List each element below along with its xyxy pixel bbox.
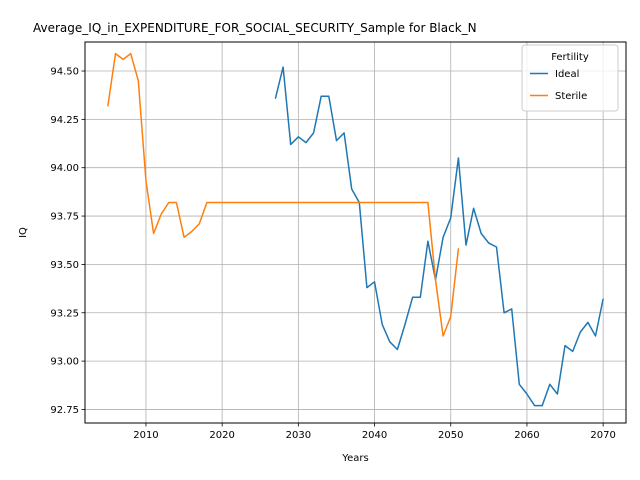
y-tick-label: 94.00 bbox=[50, 163, 79, 174]
x-axis-label: Years bbox=[341, 453, 368, 464]
x-tick-label: 2040 bbox=[362, 430, 387, 441]
y-axis-label: IQ bbox=[18, 227, 29, 238]
y-tick-label: 94.50 bbox=[50, 67, 79, 78]
x-tick-label: 2060 bbox=[514, 430, 539, 441]
x-tick-label: 2010 bbox=[133, 430, 158, 441]
x-tick-label: 2070 bbox=[590, 430, 615, 441]
y-tick-label: 93.25 bbox=[50, 308, 79, 319]
series-line-sterile bbox=[107, 52, 460, 337]
y-tick-label: 93.00 bbox=[50, 357, 79, 368]
y-tick-label: 92.75 bbox=[50, 405, 79, 416]
chart-title: Average_IQ_in_EXPENDITURE_FOR_SOCIAL_SEC… bbox=[33, 21, 477, 35]
y-tick-label: 93.75 bbox=[50, 212, 79, 223]
plot-frame bbox=[84, 41, 627, 424]
y-axis-ticks: 92.75 93.00 93.25 93.50 93.75 94.00 94.25 94.50 bbox=[50, 67, 85, 416]
x-tick-label: 2050 bbox=[438, 430, 463, 441]
legend-box bbox=[521, 44, 619, 112]
legend-label-sterile: Sterile bbox=[555, 91, 587, 102]
legend-items: Ideal Sterile bbox=[530, 69, 587, 102]
x-tick-label: 2030 bbox=[286, 430, 311, 441]
legend: Fertility Ideal Sterile bbox=[521, 44, 619, 112]
y-tick-label: 93.50 bbox=[50, 260, 79, 271]
y-tick-label: 94.25 bbox=[50, 115, 79, 126]
legend-title: Fertility bbox=[551, 52, 589, 63]
x-tick-label: 2020 bbox=[209, 430, 234, 441]
x-axis-ticks: 2010 2020 2030 2040 2050 2060 2070 bbox=[133, 423, 616, 441]
series-line-ideal bbox=[274, 66, 604, 407]
series-lines bbox=[107, 52, 604, 407]
legend-label-ideal: Ideal bbox=[555, 69, 579, 80]
grid bbox=[85, 42, 626, 423]
